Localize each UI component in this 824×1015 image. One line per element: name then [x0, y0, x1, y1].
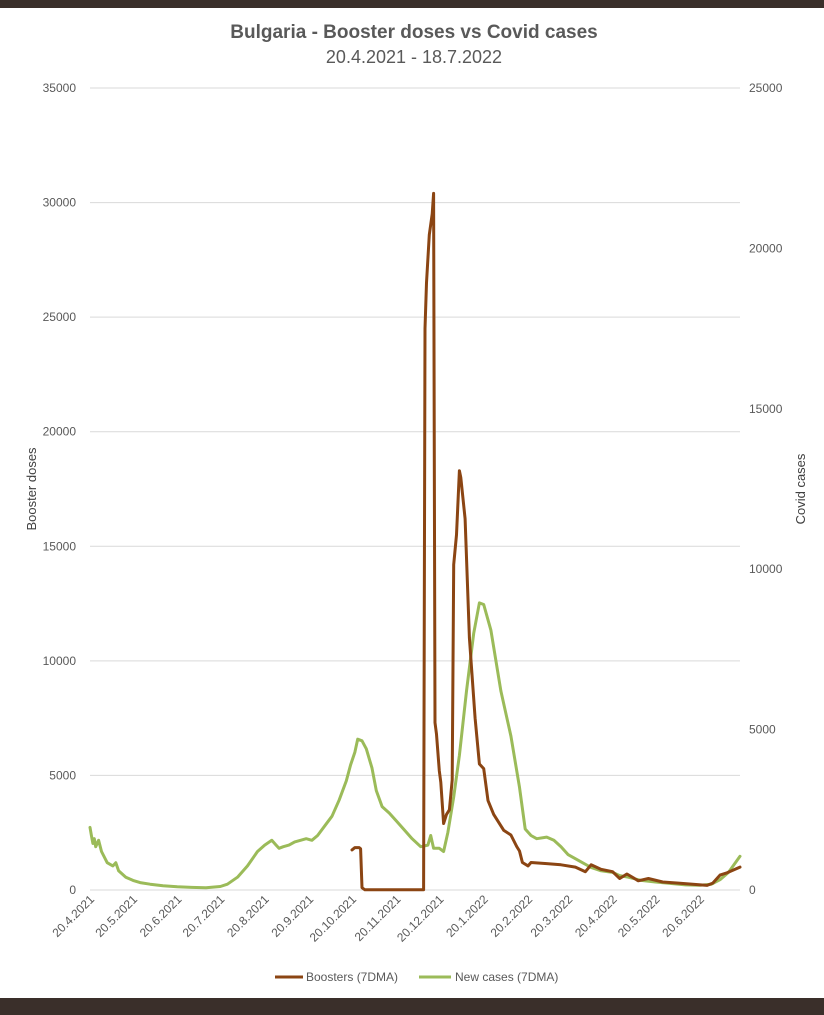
x-axis-ticks: 20.4.202120.5.202120.6.202120.7.202120.8… [49, 892, 707, 945]
series-line-boosters [350, 191, 742, 892]
right-tick-label: 15000 [749, 402, 783, 416]
left-axis-label: Booster doses [24, 447, 39, 531]
legend: Boosters (7DMA) New cases (7DMA) [275, 970, 558, 984]
chart-panel [0, 8, 824, 998]
left-tick-label: 35000 [43, 81, 77, 95]
frame-top [0, 0, 824, 8]
left-tick-label: 30000 [43, 196, 77, 210]
legend-label-cases: New cases (7DMA) [455, 970, 558, 984]
left-tick-label: 20000 [43, 425, 77, 439]
series-line-new-cases [88, 601, 742, 890]
left-tick-label: 25000 [43, 310, 77, 324]
chart-subtitle: 20.4.2021 - 18.7.2022 [326, 47, 502, 67]
x-tick-label: 20.5.2021 [92, 892, 140, 940]
legend-label-boosters: Boosters (7DMA) [306, 970, 398, 984]
left-axis-ticks: 0 5000 10000 15000 20000 25000 30000 35000 [43, 81, 77, 897]
right-axis-ticks: 0 5000 10000 15000 20000 25000 [749, 81, 783, 897]
x-tick-label: 20.10.2021 [307, 892, 360, 945]
series-lines [88, 191, 742, 892]
frame-bottom [0, 998, 824, 1015]
left-tick-label: 0 [69, 883, 76, 897]
chart-title: Bulgaria - Booster doses vs Covid cases [230, 22, 597, 43]
x-tick-label: 20.3.2022 [528, 892, 576, 940]
gridlines [90, 87, 740, 891]
left-tick-label: 15000 [43, 539, 77, 553]
right-tick-label: 10000 [749, 562, 783, 576]
right-tick-label: 5000 [749, 723, 776, 737]
right-tick-label: 20000 [749, 241, 783, 255]
x-tick-label: 20.6.2022 [659, 892, 707, 940]
x-tick-label: 20.8.2021 [224, 892, 272, 940]
x-tick-label: 20.2.2022 [488, 892, 536, 940]
x-tick-label: 20.7.2021 [180, 892, 228, 940]
x-tick-label: 20.4.2022 [572, 892, 620, 940]
right-tick-label: 0 [749, 883, 756, 897]
x-tick-label: 20.5.2022 [615, 892, 663, 940]
left-tick-label: 10000 [43, 654, 77, 668]
right-axis-label: Covid cases [793, 453, 808, 524]
right-tick-label: 25000 [749, 81, 783, 95]
left-tick-label: 5000 [49, 768, 76, 782]
x-tick-label: 20.6.2021 [137, 892, 185, 940]
x-tick-label: 20.4.2021 [49, 892, 97, 940]
x-tick-label: 20.1.2022 [443, 892, 491, 940]
x-tick-label: 20.12.2021 [394, 892, 447, 945]
